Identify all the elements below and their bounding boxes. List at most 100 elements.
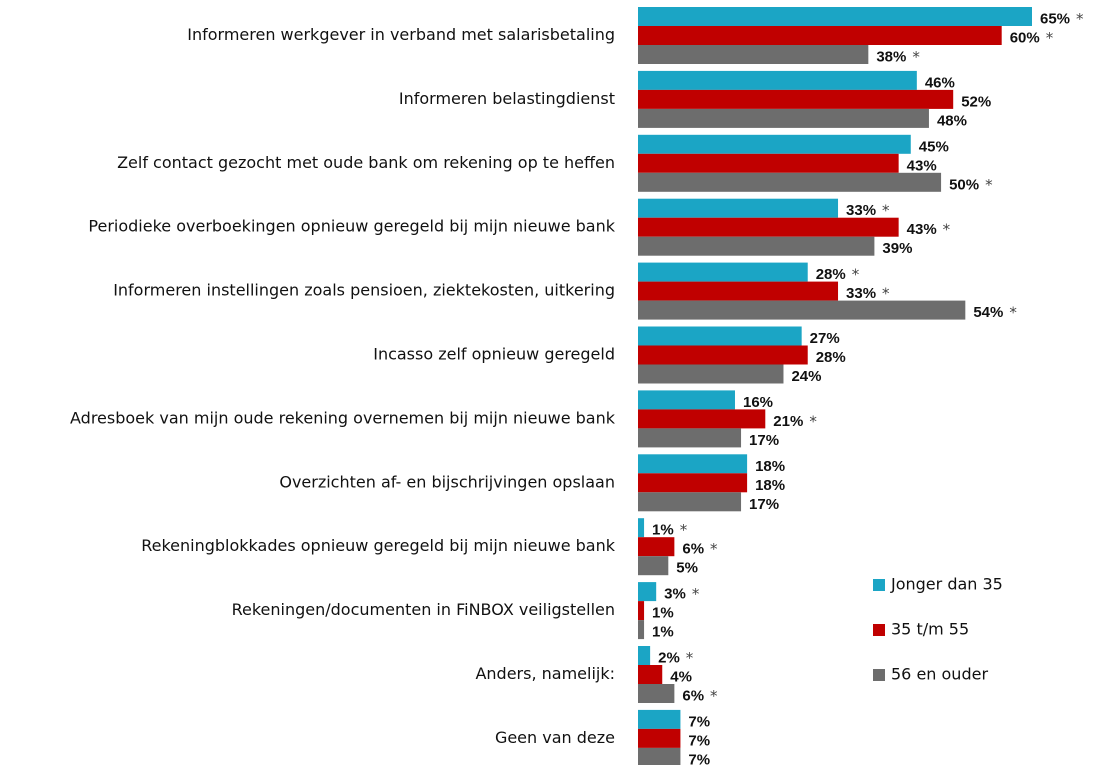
bar <box>638 620 645 640</box>
category-label: Rekeningblokkades opnieuw geregeld bij m… <box>141 536 616 555</box>
category-label: Periodieke overboekingen opnieuw geregel… <box>88 217 615 236</box>
bar <box>638 198 839 218</box>
value-label: 5% <box>676 560 698 577</box>
value-label: 48% <box>937 112 967 129</box>
bar <box>638 172 942 192</box>
significance-marker: * <box>686 649 694 667</box>
bar <box>638 665 663 684</box>
value-label: 2% <box>658 649 680 666</box>
significance-marker: * <box>1009 304 1017 322</box>
bar <box>638 7 1032 26</box>
value-label: 24% <box>791 368 821 385</box>
value-label: 21% <box>773 413 803 430</box>
bar <box>638 518 645 538</box>
bar <box>638 428 742 448</box>
bar <box>638 236 875 256</box>
bar <box>638 409 766 429</box>
bar <box>638 556 669 576</box>
significance-marker: * <box>1046 29 1054 47</box>
category-label: Rekeningen/documenten in FiNBOX veiligst… <box>232 600 615 619</box>
category-label: Zelf contact gezocht met oude bank om re… <box>117 153 615 172</box>
value-label: 54% <box>973 304 1003 321</box>
significance-marker: * <box>710 540 718 558</box>
value-label: 7% <box>688 713 710 730</box>
significance-marker: * <box>943 221 951 239</box>
value-label: 18% <box>755 458 785 475</box>
significance-marker: * <box>912 48 920 66</box>
value-label: 52% <box>961 93 991 110</box>
value-label: 39% <box>882 240 912 257</box>
significance-marker: * <box>882 202 890 220</box>
bar <box>638 473 748 493</box>
value-label: 3% <box>664 586 686 603</box>
bar <box>638 747 681 765</box>
value-label: 1% <box>652 624 674 641</box>
bar <box>638 709 681 729</box>
value-label: 38% <box>876 48 906 65</box>
value-label: 33% <box>846 202 876 219</box>
value-label: 45% <box>919 138 949 155</box>
bar <box>638 454 748 474</box>
significance-marker: * <box>680 521 688 539</box>
significance-marker: * <box>1076 10 1084 28</box>
bar <box>638 646 651 665</box>
category-label: Informeren werkgever in verband met sala… <box>187 25 615 44</box>
legend-swatch <box>873 624 885 636</box>
bar <box>638 281 839 301</box>
bar <box>638 601 645 621</box>
bar <box>638 364 784 384</box>
bar <box>638 390 735 410</box>
significance-marker: * <box>882 285 890 303</box>
bar <box>638 326 802 346</box>
value-label: 17% <box>749 432 779 449</box>
category-label: Anders, namelijk: <box>475 664 615 683</box>
bar <box>638 217 899 237</box>
bar <box>638 134 911 154</box>
value-label: 27% <box>810 330 840 347</box>
significance-marker: * <box>852 266 860 284</box>
value-label: 50% <box>949 176 979 193</box>
significance-marker: * <box>985 176 993 194</box>
category-label: Informeren instellingen zoals pensioen, … <box>113 281 615 300</box>
legend-label: 35 t/m 55 <box>891 620 969 639</box>
value-label: 43% <box>907 221 937 238</box>
bar <box>638 70 917 90</box>
category-label: Informeren belastingdienst <box>399 89 615 108</box>
value-label: 43% <box>907 157 937 174</box>
category-label: Geen van deze <box>495 728 615 747</box>
significance-marker: * <box>692 585 700 603</box>
bar <box>638 582 657 602</box>
value-label: 18% <box>755 477 785 494</box>
legend-swatch <box>873 579 885 591</box>
value-label: 1% <box>652 522 674 539</box>
value-label: 7% <box>688 732 710 749</box>
bar <box>638 537 675 557</box>
value-label: 17% <box>749 496 779 513</box>
value-label: 28% <box>816 349 846 366</box>
bar <box>638 728 681 748</box>
value-label: 65% <box>1040 10 1070 27</box>
category-label: Adresboek van mijn oude rekening overnem… <box>70 408 616 427</box>
legend-label: 56 en ouder <box>891 665 988 684</box>
value-label: 16% <box>743 394 773 411</box>
value-label: 46% <box>925 74 955 91</box>
bar <box>638 108 929 128</box>
bar <box>638 300 966 320</box>
value-label: 28% <box>816 266 846 283</box>
category-label: Overzichten af- en bijschrijvingen opsla… <box>279 472 615 491</box>
bar <box>638 89 954 109</box>
significance-marker: * <box>710 687 718 705</box>
bar <box>638 345 808 365</box>
value-label: 33% <box>846 285 876 302</box>
bar <box>638 45 869 64</box>
value-label: 1% <box>652 605 674 622</box>
bar <box>638 262 808 282</box>
bar <box>638 684 675 703</box>
value-label: 4% <box>670 668 692 685</box>
value-label: 6% <box>682 541 704 558</box>
value-label: 60% <box>1010 29 1040 46</box>
value-label: 7% <box>688 751 710 765</box>
bar <box>638 492 742 512</box>
significance-marker: * <box>809 412 817 430</box>
